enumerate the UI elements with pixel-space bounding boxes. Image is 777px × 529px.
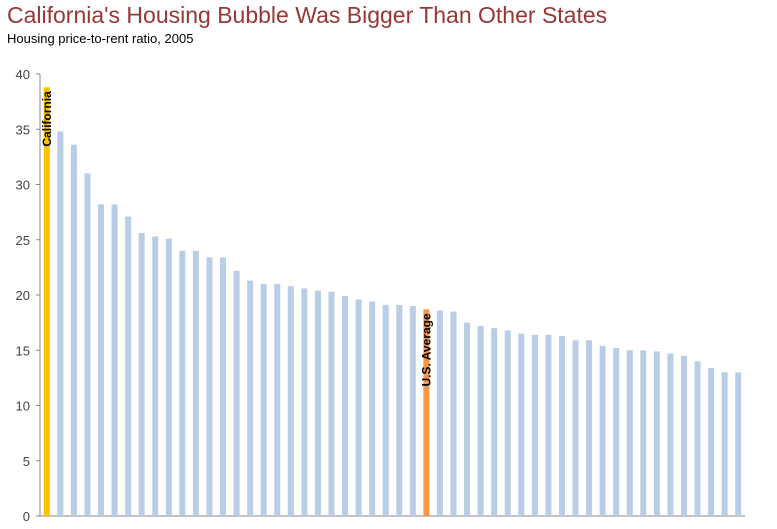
bar [545, 334, 552, 516]
bar [558, 335, 565, 516]
bar [640, 350, 647, 516]
bar [274, 283, 281, 516]
bar [247, 280, 254, 516]
y-tick-label: 30 [16, 178, 30, 193]
bar [626, 350, 633, 516]
bar [220, 257, 227, 516]
bar [477, 325, 484, 516]
bar [179, 250, 186, 517]
bar [504, 330, 511, 516]
bar [531, 334, 538, 516]
bar [450, 311, 457, 516]
bar-label: U.S. Average [419, 313, 433, 386]
bar [233, 270, 240, 516]
y-tick-label: 15 [16, 343, 30, 358]
bar [260, 283, 267, 516]
y-tick-label: 35 [16, 122, 30, 137]
bar [301, 288, 308, 516]
bar [192, 250, 199, 517]
bar [653, 351, 660, 516]
y-tick-label: 40 [16, 67, 30, 82]
bar [152, 236, 159, 516]
bar-u-s-average [423, 309, 430, 516]
bar [382, 304, 389, 516]
bar-label: California [40, 91, 54, 147]
bar [491, 328, 498, 516]
bar [464, 322, 471, 516]
bar [518, 333, 525, 516]
bar [355, 299, 362, 516]
bar [165, 238, 172, 516]
bar [694, 361, 701, 516]
bar [287, 286, 294, 516]
bar [708, 367, 715, 516]
y-tick-label: 5 [23, 454, 30, 469]
bar [721, 372, 728, 516]
bar [667, 353, 674, 516]
y-tick-label: 20 [16, 288, 30, 303]
bar [342, 296, 349, 516]
bar [599, 345, 606, 516]
y-tick-label: 10 [16, 399, 30, 414]
y-tick-label: 25 [16, 233, 30, 248]
chart-subtitle: Housing price-to-rent ratio, 2005 [7, 31, 194, 46]
bar [314, 290, 321, 516]
bar [396, 304, 403, 516]
bar-california [43, 87, 50, 516]
bar [138, 233, 145, 516]
bar [206, 257, 213, 516]
bar [572, 340, 579, 516]
chart-title: California's Housing Bubble Was Bigger T… [7, 2, 608, 28]
bar [409, 306, 416, 516]
y-tick-label: 0 [23, 509, 30, 524]
bar [586, 340, 593, 516]
bar [436, 310, 443, 516]
bar [613, 348, 620, 516]
bar [735, 372, 742, 516]
bar [369, 301, 376, 516]
bar [680, 355, 687, 516]
bar [98, 204, 105, 516]
bar [328, 291, 335, 516]
bar [84, 173, 91, 516]
bar [111, 204, 118, 516]
bar [125, 216, 132, 517]
bar [70, 144, 77, 516]
bar [57, 131, 64, 516]
